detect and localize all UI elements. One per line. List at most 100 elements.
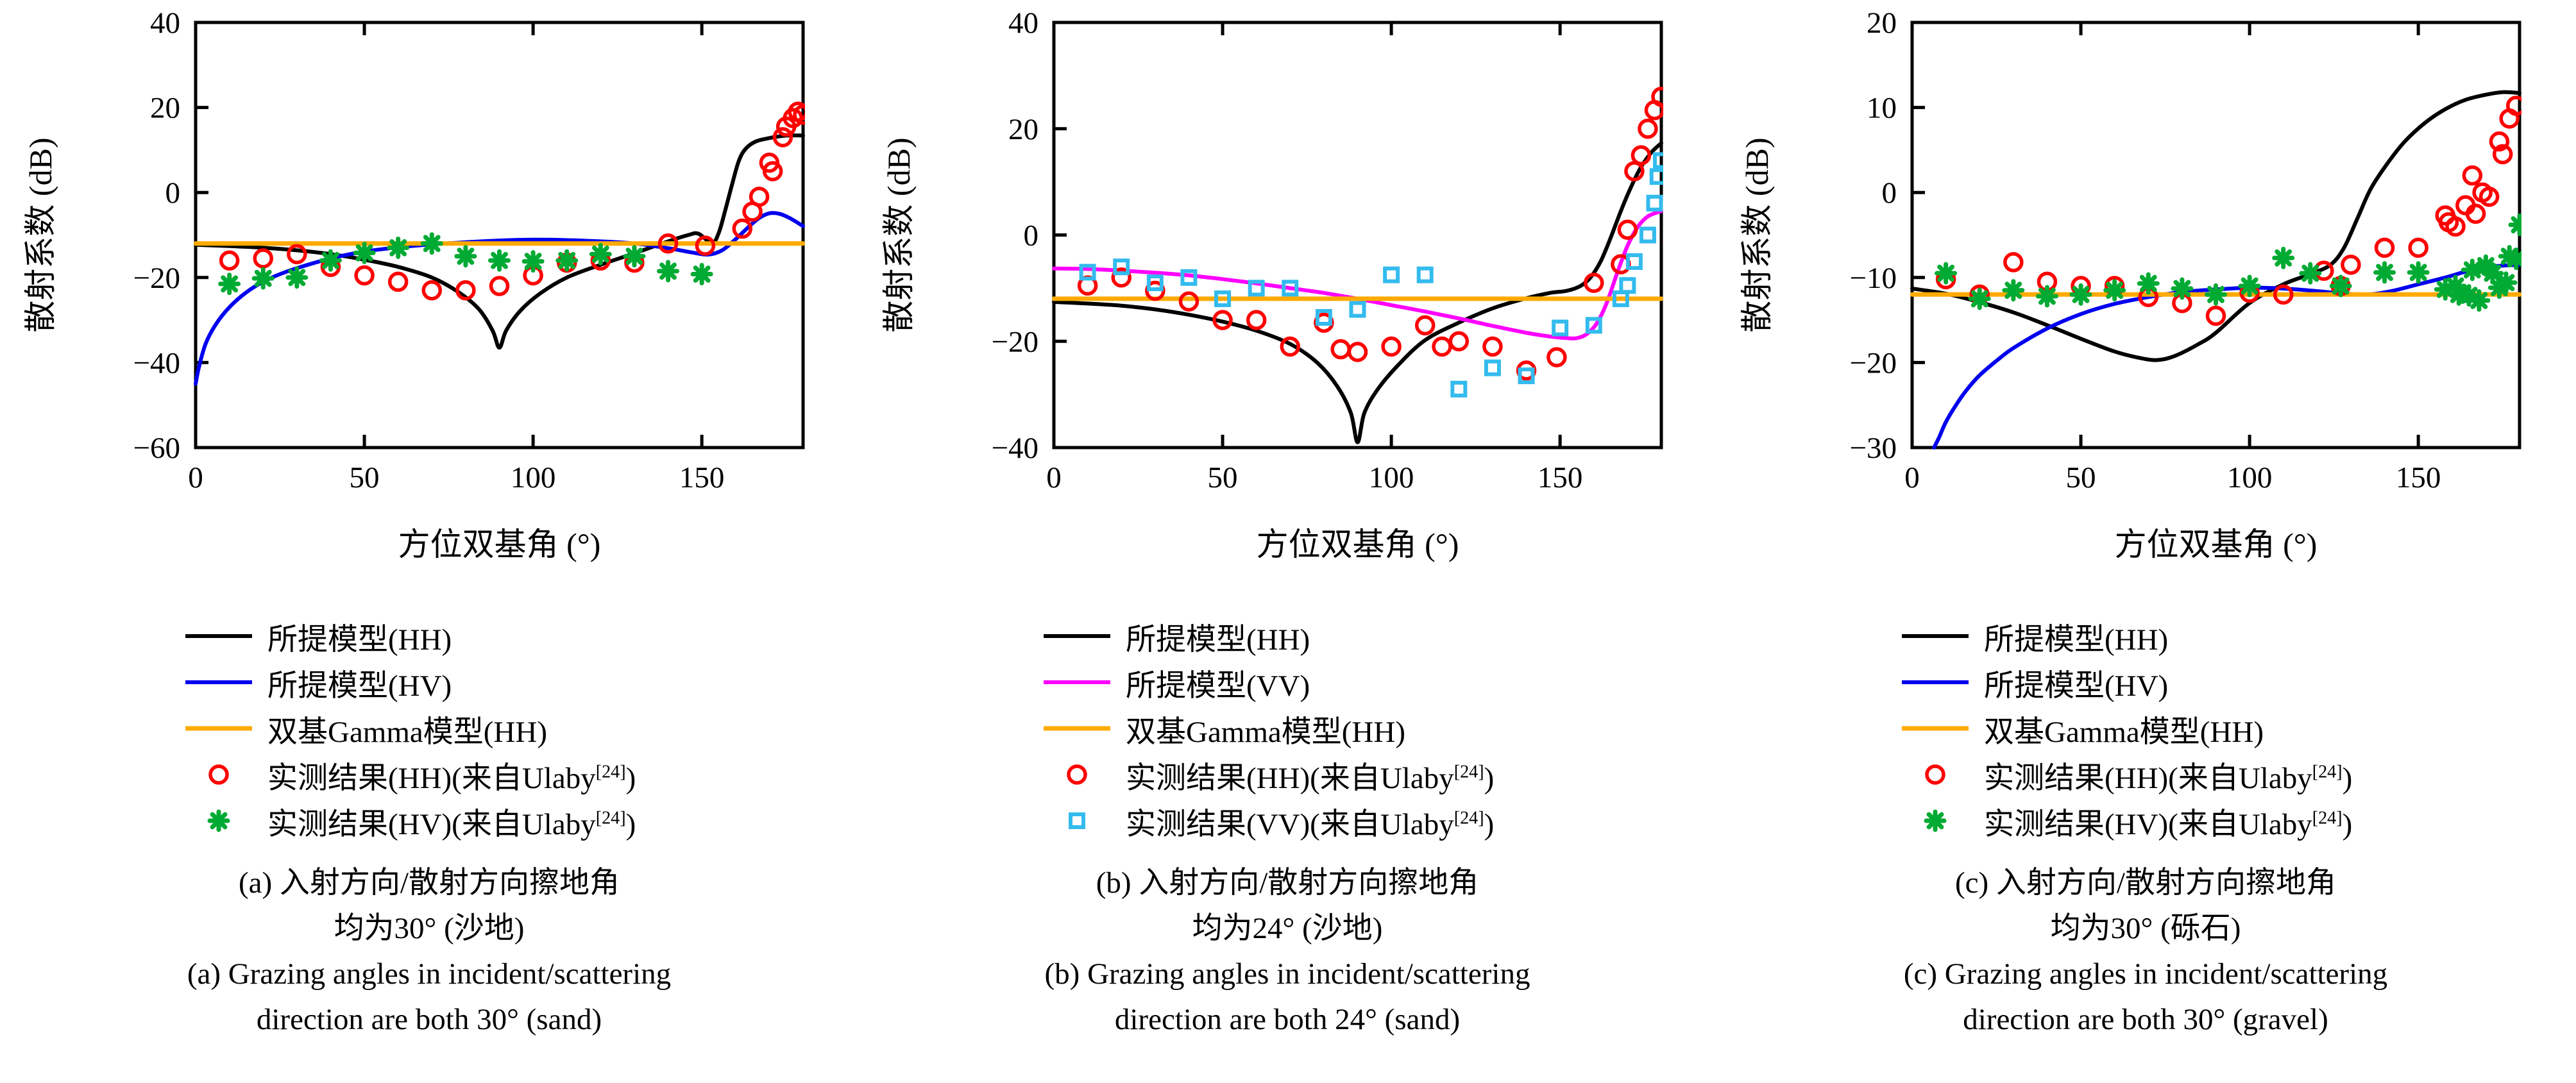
measured-point-circle: [1546, 347, 1567, 367]
caption-c: (c) 入射方向/散射方向擦地角 均为30° (砾石) (c) Grazing an…: [1716, 861, 2575, 1043]
legend-label: 所提模型(HV): [1984, 660, 2168, 705]
caption-line: (c) 入射方向/散射方向擦地角: [1955, 866, 2336, 900]
measured-point-circle: [421, 280, 443, 301]
y-tick-label: 10: [1867, 92, 1897, 125]
caption-line: (a) Grazing angles in incident/scatterin…: [187, 957, 672, 991]
measured-point-square: [1349, 301, 1366, 318]
legend-label-close: ): [1484, 807, 1495, 841]
x-tick-label: 100: [2227, 461, 2273, 494]
y-tick-label: 20: [1867, 6, 1897, 40]
measured-point-circle: [1178, 291, 1199, 312]
measured-point-square: [1416, 266, 1434, 283]
legend-label-citation: [24]: [2312, 807, 2343, 828]
measured-point-square: [1518, 367, 1535, 385]
legend-item: 实测结果(VV)(来自Ulaby[24]): [1041, 798, 1716, 844]
caption-line: direction are both 24° (sand): [1114, 1003, 1461, 1036]
measured-point-asterisk: [2137, 272, 2160, 295]
y-tick-label: −20: [133, 262, 180, 295]
measured-point-square: [1383, 266, 1400, 283]
x-tick-label: 150: [2396, 461, 2441, 494]
measured-point-circle: [219, 250, 240, 271]
measured-point-circle: [1212, 310, 1233, 330]
measured-point-asterisk: [2035, 285, 2058, 308]
measured-point-asterisk: [218, 273, 241, 296]
y-tick-label: −40: [991, 432, 1038, 465]
measured-point-square: [1639, 226, 1656, 244]
y-tick-label: 20: [150, 92, 180, 125]
legend-sample-asterisk: [1899, 808, 1971, 834]
legend-sample-asterisk: [183, 808, 255, 834]
measured-point-circle: [1638, 119, 1658, 139]
measured-point-circle: [2273, 284, 2294, 305]
measured-point-circle: [2479, 187, 2500, 207]
legend-sample-icon: [185, 726, 252, 731]
legend-item: 实测结果(HH)(来自Ulaby[24]): [183, 751, 858, 798]
legend-label: 实测结果(HH)(来自Ulaby[24]): [1984, 753, 2352, 797]
caption-line: (c) Grazing angles in incident/scatterin…: [1903, 957, 2388, 991]
legend-sample-icon: [1044, 634, 1110, 638]
measured-point-circle: [455, 280, 476, 301]
measured-point-circle: [2465, 203, 2486, 224]
y-tick-label: −20: [1849, 346, 1897, 380]
x-tick-label: 100: [511, 461, 556, 494]
legend-label: 双基Gamma模型(HH): [1126, 707, 1405, 751]
legend-label-text: 实测结果(VV)(来自Ulaby: [1126, 807, 1454, 841]
measured-point-circle: [749, 187, 770, 207]
measured-point-circle: [1280, 336, 1301, 357]
measured-point-square: [1625, 253, 1643, 270]
legend-sample-icon: [1925, 764, 1945, 785]
measured-point-circle: [2408, 237, 2428, 258]
legend-label-close: ): [2342, 761, 2353, 795]
measured-point-asterisk: [2508, 214, 2521, 237]
measured-point-circle: [1381, 336, 1402, 357]
legend-label-text: 所提模型(HH): [1126, 623, 1310, 657]
x-tick-label: 50: [350, 461, 380, 494]
legend-label-citation: [24]: [595, 761, 626, 782]
measured-point-square: [1484, 359, 1501, 376]
panel-b: 0 50 100 150 40 20 0 −20 −40 散射系数 (dB) 方位双基角 (°) 所提…: [858, 6, 1716, 1043]
caption-line: (a) 入射方向/散射方向擦地角: [239, 866, 620, 900]
legend-label: 实测结果(HV)(来自Ulaby[24]): [1984, 799, 2352, 843]
measured-point-circle: [732, 218, 753, 239]
legend-b: 所提模型(HH) 所提模型(VV) 双基Gamma模型(HH) 实测结果(HH)(来自…: [1041, 613, 1716, 844]
measured-point-square: [1649, 168, 1663, 185]
measured-point-asterisk: [454, 245, 477, 268]
legend-label: 实测结果(HH)(来自Ulaby[24]): [267, 753, 636, 797]
legend-c: 所提模型(HH) 所提模型(HV) 双基Gamma模型(HH) 实测结果(HH)(来自…: [1899, 613, 2575, 844]
legend-label: 所提模型(HH): [1126, 614, 1310, 659]
series-scatter: [1079, 152, 1663, 398]
measured-point-square: [1069, 812, 1085, 829]
measured-point-asterisk: [420, 232, 443, 255]
y-tick-label: 20: [1008, 113, 1038, 146]
legend-item: 所提模型(HV): [1899, 659, 2575, 705]
x-tick-label: 150: [679, 461, 725, 494]
legend-item: 双基Gamma模型(HH): [1041, 705, 1716, 751]
measured-point-circle: [1624, 161, 1645, 181]
legend-sample-square: [1041, 808, 1113, 834]
y-tick-label: −30: [1849, 432, 1897, 465]
measured-point-square: [1079, 264, 1096, 281]
legend-label-text: 实测结果(HH)(来自Ulaby: [1126, 761, 1454, 795]
measured-point-square: [1214, 290, 1232, 307]
legend-sample-icon: [1044, 726, 1110, 731]
caption-line: direction are both 30° (gravel): [1963, 1003, 2328, 1036]
measured-point-circle: [1330, 339, 1351, 360]
measured-point-circle: [1925, 764, 1945, 785]
figure: 0 50 100 150 40 20 0 −20 −40 −60 散射系数 (dB) 方位双基角 (°…: [22, 6, 2575, 1043]
measured-point-asterisk: [589, 242, 612, 265]
legend-sample-line: [1899, 623, 1971, 649]
series-line: [1910, 90, 2521, 362]
measured-point-asterisk: [2002, 279, 2025, 302]
measured-point-asterisk: [387, 236, 410, 259]
legend-sample-line: [1041, 669, 1113, 695]
x-axis-label: 方位双基角 (°): [1257, 526, 1459, 562]
measured-point-asterisk: [690, 262, 713, 285]
caption-line: direction are both 30° (sand): [256, 1003, 602, 1036]
measured-point-square: [1315, 308, 1332, 326]
measured-point-circle: [208, 764, 229, 785]
measured-point-circle: [2489, 131, 2510, 152]
legend-sample-icon: [1044, 680, 1110, 684]
legend-label-text: 实测结果(HV)(来自Ulaby: [267, 807, 596, 841]
legend-label-text: 所提模型(VV): [1126, 669, 1310, 703]
measured-point-asterisk: [2272, 246, 2295, 269]
